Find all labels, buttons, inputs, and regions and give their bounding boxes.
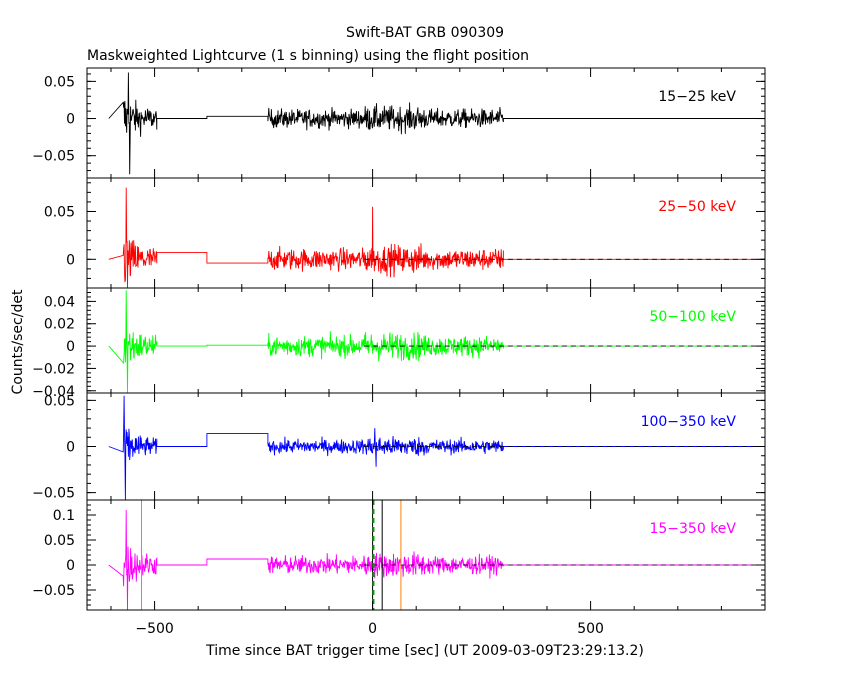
y-tick-label: −0.05 (32, 486, 75, 502)
y-tick-label: 0 (66, 558, 75, 574)
y-tick-label: 0.05 (44, 393, 75, 409)
lightcurve-series (108, 509, 765, 610)
y-tick-label: 0.05 (44, 533, 75, 549)
lightcurve-series (108, 72, 765, 175)
panel-frame (86, 67, 766, 179)
chart-subtitle: Maskweighted Lightcurve (1 s binning) us… (87, 48, 529, 64)
x-axis-label: Time since BAT trigger time [sec] (UT 20… (205, 643, 644, 659)
panel-plot-area (108, 187, 765, 288)
y-tick-label: 0 (66, 252, 75, 268)
x-tick-label: 0 (368, 621, 377, 637)
energy-band-label: 50−100 keV (649, 309, 736, 325)
y-tick-label: −0.02 (32, 361, 75, 377)
y-axis-label: Counts/sec/det (10, 289, 26, 394)
panel-3: 0.05 0 −0.05 100−350 keV (32, 392, 766, 502)
energy-band-label: 100−350 keV (641, 414, 737, 430)
panel-plot-area (108, 500, 765, 610)
y-tick-label: 0.02 (44, 317, 75, 333)
panel-plot-area (108, 290, 765, 393)
energy-band-label: 15−350 keV (649, 521, 736, 537)
y-tick-label: −0.05 (32, 583, 75, 599)
y-tick-label: −0.04 (32, 384, 75, 400)
y-tick-label: 0 (66, 440, 75, 456)
energy-band-label: 15−25 keV (658, 89, 736, 105)
y-tick-label: 0.04 (44, 294, 75, 310)
energy-band-label: 25−50 keV (658, 199, 736, 215)
panel-1: 0.05 0 25−50 keV (44, 177, 766, 289)
chart-title: Swift-BAT GRB 090309 (346, 25, 504, 41)
y-tick-label: 0 (66, 112, 75, 128)
x-tick-label: 500 (577, 621, 604, 637)
panel-4: 0.1 0.05 0 −0.05 15−350 keV (32, 499, 766, 611)
lightcurve-series (108, 395, 765, 500)
lightcurve-series (108, 290, 765, 393)
panel-plot-area (108, 72, 765, 175)
y-tick-label: 0.05 (44, 204, 75, 220)
y-tick-label: −0.05 (32, 149, 75, 165)
y-tick-label: 0.1 (53, 508, 75, 524)
panel-0: 0.05 0 −0.05 15−25 keV (32, 67, 766, 179)
panel-frame (86, 499, 766, 611)
y-tick-label: 0.05 (44, 74, 75, 90)
x-tick-label: −500 (135, 621, 173, 637)
panel-plot-area (108, 395, 765, 500)
panel-frame (86, 177, 766, 289)
y-tick-label: 0 (66, 339, 75, 355)
panel-2: 0.04 0.02 0 −0.02 −0.04 50−100 keV (32, 287, 766, 400)
